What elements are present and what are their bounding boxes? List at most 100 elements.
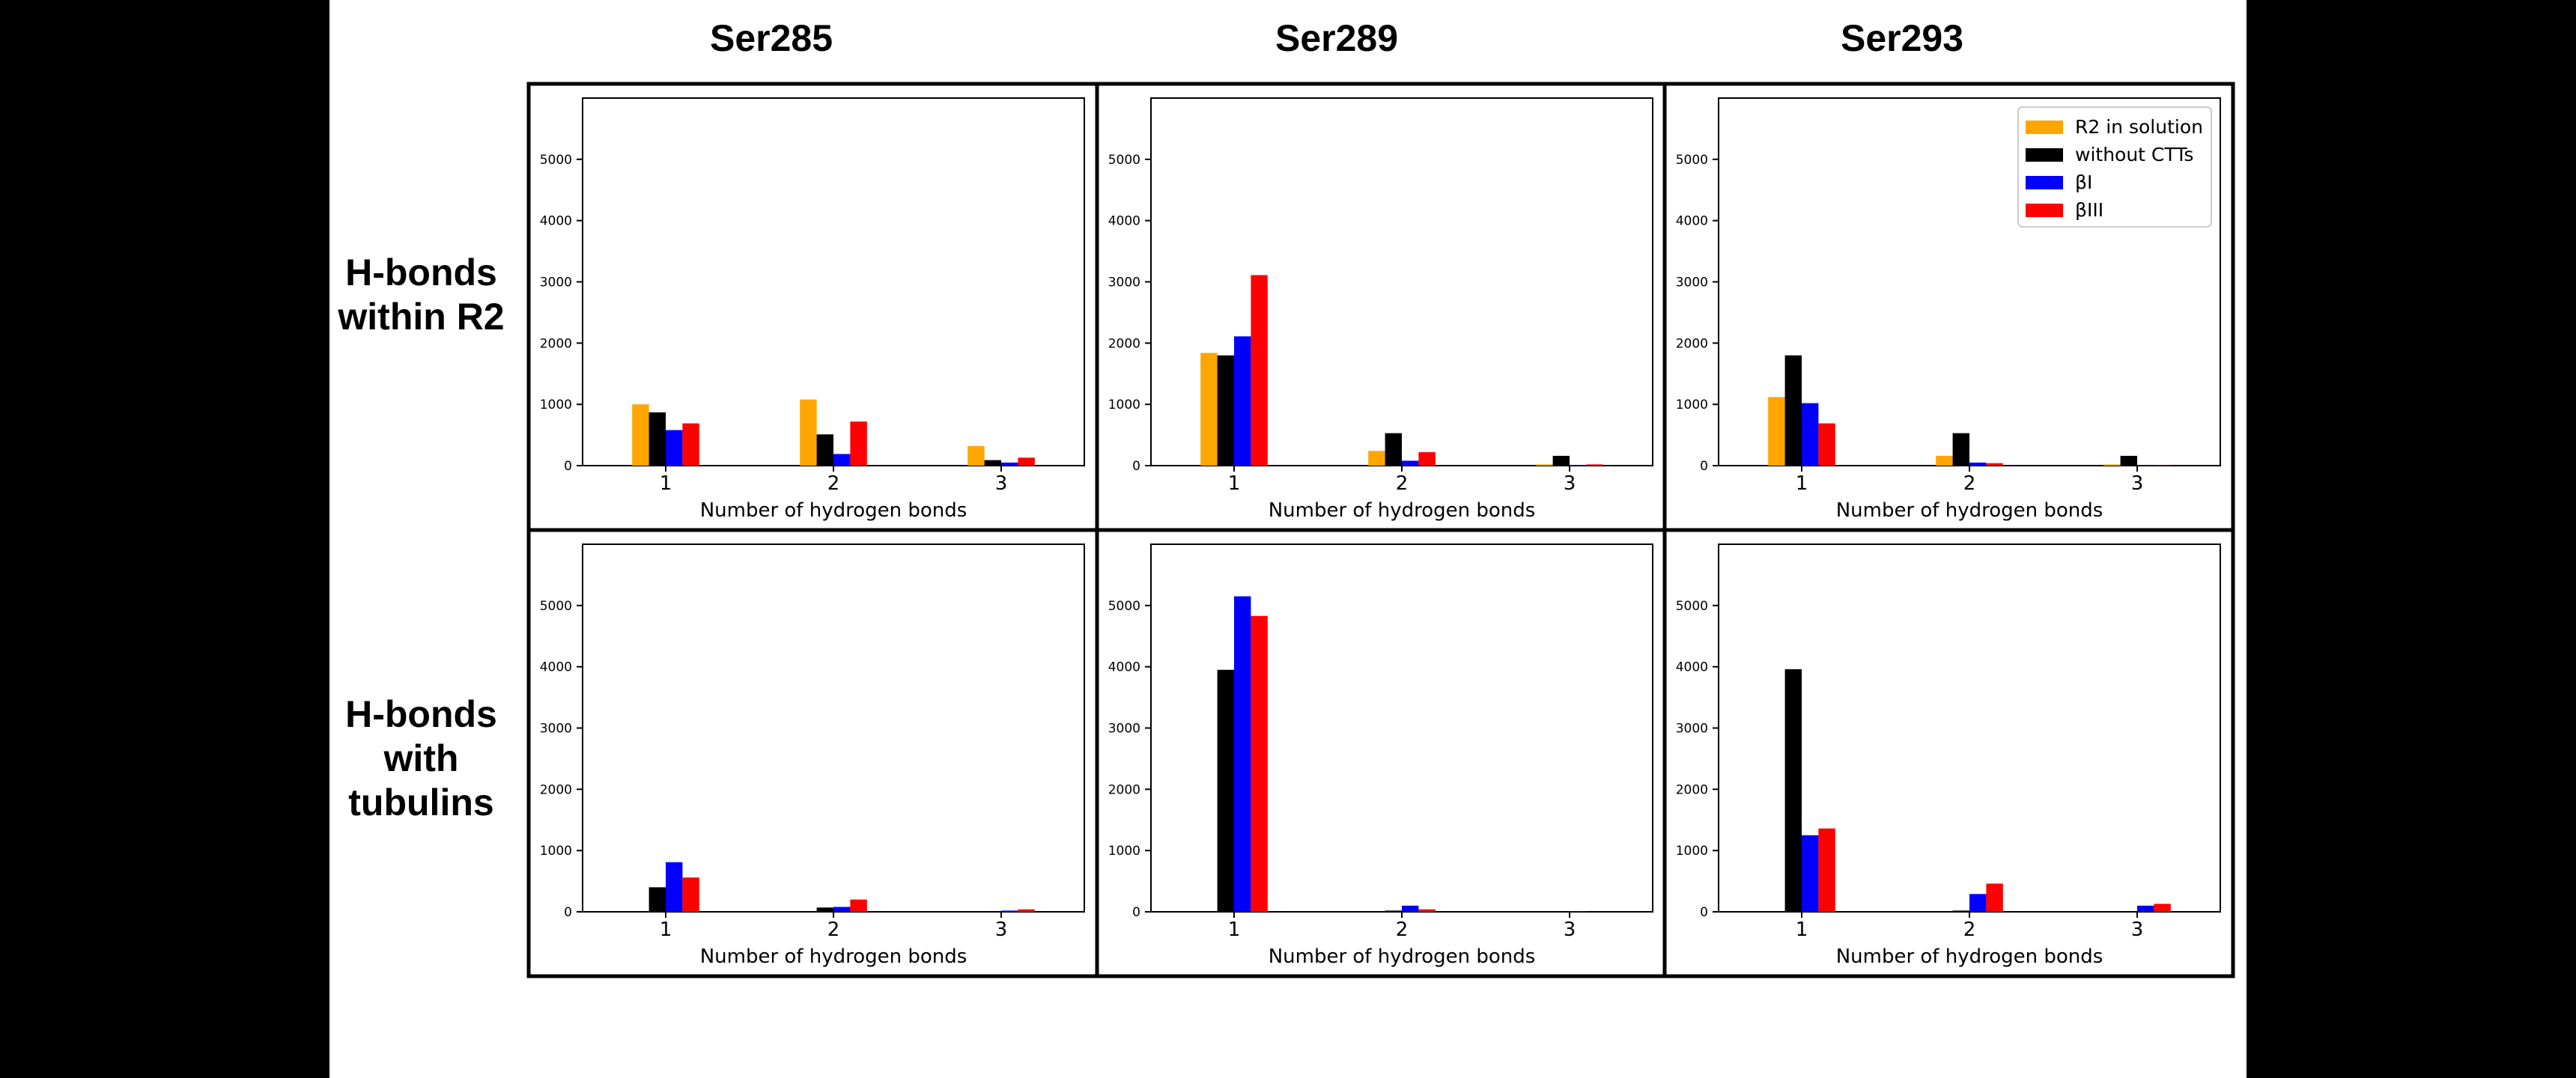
x-tick-label: 3 xyxy=(2131,919,2144,941)
bar xyxy=(632,404,649,466)
bar xyxy=(1418,451,1436,466)
subplot-0: 0 1000 2000 3000 4000 5000 1 2 3 Number of hydrog… xyxy=(540,97,1085,522)
bar xyxy=(1818,828,1835,912)
y-tick-label: 5000 xyxy=(1108,599,1140,614)
y-tick-label: 1000 xyxy=(1676,398,1708,412)
y-tick-label: 0 xyxy=(1700,905,1708,920)
y-tick-label: 4000 xyxy=(1108,214,1140,229)
bar xyxy=(1234,596,1251,912)
x-tick-label: 3 xyxy=(1564,919,1576,941)
bar xyxy=(1402,905,1419,912)
row-title-line: within R2 xyxy=(338,296,505,338)
row-title-with-tubulins: H-bonds with tubulins xyxy=(329,692,513,825)
x-tick-label: 2 xyxy=(827,472,840,495)
column-title-ser293: Ser293 xyxy=(1840,17,1964,59)
y-tick-label: 5000 xyxy=(1676,153,1708,168)
legend-label: βIII xyxy=(2075,199,2103,221)
legend-box xyxy=(2017,106,2212,228)
bar xyxy=(1234,336,1251,466)
bar xyxy=(833,454,851,466)
y-tick-label: 2000 xyxy=(540,782,572,797)
y-tick-label: 4000 xyxy=(1108,660,1140,675)
x-tick-label: 1 xyxy=(1796,472,1808,495)
bar xyxy=(1586,464,1603,466)
legend-swatch xyxy=(2026,204,2063,217)
x-axis-label: Number of hydrogen bonds xyxy=(700,499,967,522)
y-tick-label: 1000 xyxy=(1108,398,1140,412)
legend-label: R2 in solution xyxy=(2075,116,2203,138)
bar xyxy=(1570,911,1587,912)
y-tick-label: 4000 xyxy=(540,214,572,229)
y-tick-label: 5000 xyxy=(1676,599,1708,614)
y-tick-label: 4000 xyxy=(540,660,572,675)
y-tick-label: 2000 xyxy=(1108,782,1140,797)
plot-area-frame xyxy=(582,543,1085,913)
bar xyxy=(1217,355,1234,466)
x-tick-label: 3 xyxy=(995,472,1008,495)
y-tick-label: 0 xyxy=(564,905,572,920)
bar xyxy=(1552,455,1570,466)
x-tick-label: 3 xyxy=(2131,472,2144,495)
bar xyxy=(800,399,817,466)
bar xyxy=(984,460,1001,466)
y-tick-label: 0 xyxy=(1132,905,1140,920)
legend-swatch xyxy=(2026,121,2063,134)
y-tick-label: 2000 xyxy=(540,336,572,351)
x-tick-label: 1 xyxy=(1228,919,1241,941)
x-tick-label: 2 xyxy=(1396,472,1409,495)
x-axis-label: Number of hydrogen bonds xyxy=(1836,945,2103,968)
y-tick-label: 1000 xyxy=(1676,844,1708,859)
bar xyxy=(2103,464,2121,466)
x-tick-label: 1 xyxy=(1228,472,1241,495)
bar xyxy=(833,907,851,912)
row-title-line: H-bonds xyxy=(345,252,497,293)
y-tick-label: 5000 xyxy=(1108,153,1140,168)
y-tick-label: 3000 xyxy=(540,722,572,737)
bar xyxy=(1768,397,1785,466)
x-tick-label: 1 xyxy=(660,919,672,941)
bar xyxy=(1368,451,1385,466)
bar xyxy=(816,434,833,466)
bar xyxy=(850,421,867,466)
x-tick-label: 2 xyxy=(827,919,840,941)
bar xyxy=(1952,433,1969,466)
bar xyxy=(850,899,867,912)
bar xyxy=(682,423,699,466)
legend-swatch xyxy=(2026,148,2063,162)
x-axis-label: Number of hydrogen bonds xyxy=(1269,499,1536,522)
subplot-5: 0 1000 2000 3000 4000 5000 1 2 3 Number of hydrog… xyxy=(1676,543,2221,968)
bar xyxy=(1217,669,1234,912)
subplot-4: 0 1000 2000 3000 4000 5000 1 2 3 Number of hydrog… xyxy=(1108,543,1653,968)
bar xyxy=(1784,355,1802,466)
bar xyxy=(1570,465,1587,466)
bar xyxy=(666,862,683,912)
y-tick-label: 3000 xyxy=(1108,275,1140,290)
bar xyxy=(1936,455,1953,466)
bar xyxy=(1251,275,1268,466)
bar xyxy=(1818,423,1835,466)
bar xyxy=(648,887,666,912)
row-title-line: with xyxy=(383,737,459,779)
x-tick-label: 3 xyxy=(995,919,1008,941)
y-tick-label: 0 xyxy=(1132,459,1140,474)
bar xyxy=(2154,904,2171,912)
bar xyxy=(2120,455,2137,466)
bar xyxy=(1402,460,1419,466)
bar xyxy=(1385,433,1402,466)
plot-area-frame xyxy=(582,97,1085,466)
x-tick-label: 2 xyxy=(1963,919,1976,941)
bar xyxy=(816,907,833,912)
subplot-2: 0 1000 2000 3000 4000 5000 1 2 3 Number of hydrog… xyxy=(1676,97,2221,522)
bar xyxy=(1001,462,1018,466)
bar xyxy=(1784,669,1802,912)
y-tick-label: 1000 xyxy=(540,398,572,412)
x-axis-label: Number of hydrogen bonds xyxy=(1836,499,2103,522)
bar xyxy=(2137,905,2154,912)
figure-canvas: Ser285 Ser289 Ser293 H-bonds within R2 H… xyxy=(329,0,2247,1078)
bar xyxy=(1802,835,1819,912)
y-tick-label: 3000 xyxy=(1676,275,1708,290)
bar xyxy=(1200,353,1218,466)
bar xyxy=(1969,894,1987,912)
legend-label: βI xyxy=(2075,171,2092,193)
